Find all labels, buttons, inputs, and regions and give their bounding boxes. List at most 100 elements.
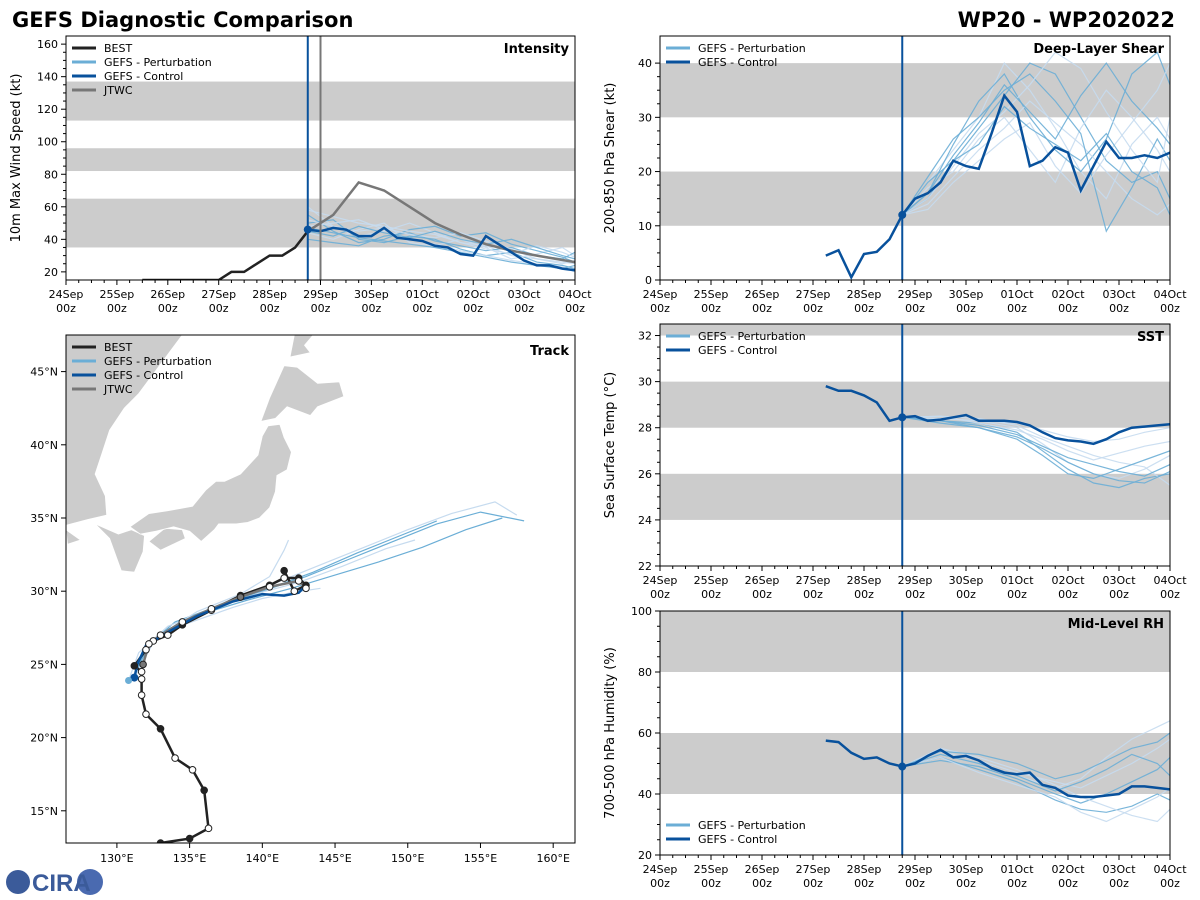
track-panel: 130°E 135°E 140°E 145°E 150°E 155°E 160°E 15°N 2… (30, 334, 576, 865)
perturbation-member-line (902, 62, 1170, 216)
x-tick-label-hour: 00z (107, 302, 127, 315)
x-tick-label-date: 24Sep (643, 863, 678, 876)
x-tick-label: 160°E (536, 852, 569, 865)
x-tick-label-date: 30Sep (949, 574, 984, 587)
x-tick-label-hour: 00z (56, 302, 76, 315)
land-masses (66, 335, 345, 573)
panel-title: SST (1137, 330, 1164, 345)
panel-title: Intensity (504, 42, 570, 57)
best-track-point (137, 675, 146, 683)
best-track-point (204, 824, 213, 833)
panel-title: Track (530, 344, 569, 359)
y-tick-label: 25°N (30, 658, 58, 671)
threshold-band (660, 381, 1170, 428)
panel-title: Mid-Level RH (1068, 617, 1164, 632)
x-tick-label-date: 24Sep (643, 288, 678, 301)
perturbation-member-line (307, 222, 575, 260)
x-tick-label-date: 01Oct (1000, 288, 1034, 301)
legend-entry: GEFS - Control (104, 70, 183, 83)
x-tick-label-date: 30Sep (354, 288, 389, 301)
x-tick-label: 130°E (100, 852, 133, 865)
y-tick-label: 26 (638, 468, 652, 481)
x-tick-label-date: 29Sep (898, 574, 933, 587)
y-tick-label: 30°N (30, 585, 58, 598)
x-tick-label-date: 04Oct (1153, 574, 1187, 587)
perturbation-member-line (902, 756, 1170, 823)
perturbation-member-line (902, 756, 1170, 804)
x-tick-label: 135°E (173, 852, 206, 865)
x-tick-label-hour: 00z (752, 877, 772, 890)
x-tick-label-hour: 00z (311, 302, 331, 315)
x-tick-label-hour: 00z (905, 877, 925, 890)
sst-panel: 22242628303224Sep00z25Sep00z26Sep00z27Se… (603, 323, 1187, 601)
x-tick-label-hour: 00z (1160, 302, 1180, 315)
y-axis-label: 200-850 hPa Shear (kt) (603, 83, 618, 234)
perturbation-member-line (902, 100, 1170, 216)
jtwc-track-point (139, 660, 147, 669)
y-tick-label: 100 (631, 605, 652, 618)
x-tick-label-date: 29Sep (303, 288, 338, 301)
x-tick-label-hour: 00z (650, 588, 670, 601)
x-tick-label: 150°E (391, 852, 424, 865)
perturbation-member-line (901, 89, 1170, 216)
legend-entry: JTWC (103, 383, 133, 396)
y-tick-label: 80 (44, 168, 58, 181)
jtwc-track-point (294, 577, 303, 585)
init-marker (898, 413, 907, 422)
control-start-point (130, 673, 139, 682)
y-tick-label: 160 (37, 38, 58, 51)
perturbation-member-line (902, 416, 1170, 477)
x-tick-label-date: 27Sep (796, 574, 831, 587)
best-track-point (280, 566, 288, 575)
x-tick-label-hour: 00z (1058, 302, 1078, 315)
y-tick-label: 0 (645, 274, 652, 287)
jtwc-track-point (207, 604, 216, 613)
best-track-point (171, 754, 179, 762)
x-tick-label-date: 04Oct (1153, 288, 1187, 301)
x-tick-label-hour: 00z (1109, 877, 1129, 890)
plot-frame (65, 334, 576, 844)
x-tick-label-hour: 00z (1007, 877, 1027, 890)
jtwc-track-point (265, 583, 274, 591)
best-track-point (185, 834, 194, 843)
x-tick-label-date: 03Oct (1102, 288, 1136, 301)
init-marker (898, 210, 907, 219)
perturbation-member-line (901, 73, 1170, 233)
x-tick-label-hour: 00z (701, 877, 721, 890)
y-axis-label: Sea Surface Temp (°C) (603, 372, 618, 519)
x-tick-label-hour: 00z (956, 588, 976, 601)
x-tick-label-date: 04Oct (558, 288, 592, 301)
jtwc-track-point (178, 618, 187, 626)
jtwc-track (141, 579, 307, 665)
x-tick-label-date: 25Sep (100, 288, 135, 301)
x-tick-label-hour: 00z (514, 302, 534, 315)
perturbation-track (133, 517, 503, 678)
plot-area (825, 720, 1170, 823)
y-tick-label: 80 (638, 666, 652, 679)
x-tick-label-date: 29Sep (898, 863, 933, 876)
threshold-band (660, 473, 1170, 520)
x-tick-label-hour: 00z (209, 302, 229, 315)
perturbation-track (133, 511, 525, 678)
legend-entry: GEFS - Control (698, 833, 777, 846)
plot-area (825, 385, 1170, 489)
init-marker (303, 225, 312, 234)
y-tick-label: 20 (638, 849, 652, 862)
x-tick-label-date: 01Oct (1000, 863, 1034, 876)
x-tick-label-hour: 00z (1160, 877, 1180, 890)
y-tick-label: 15°N (30, 805, 58, 818)
x-tick-label-date: 01Oct (1000, 574, 1034, 587)
x-tick-label-date: 30Sep (949, 288, 984, 301)
best-track-point (130, 662, 139, 670)
x-tick-label-date: 03Oct (508, 288, 542, 301)
jtwc-track-point (145, 640, 153, 648)
best-track-point (142, 710, 150, 718)
x-tick-label-date: 26Sep (745, 574, 780, 587)
track-lines (125, 501, 525, 843)
x-tick-label-hour: 00z (650, 302, 670, 315)
y-tick-label: 28 (638, 422, 652, 435)
y-tick-label: 22 (638, 560, 652, 573)
